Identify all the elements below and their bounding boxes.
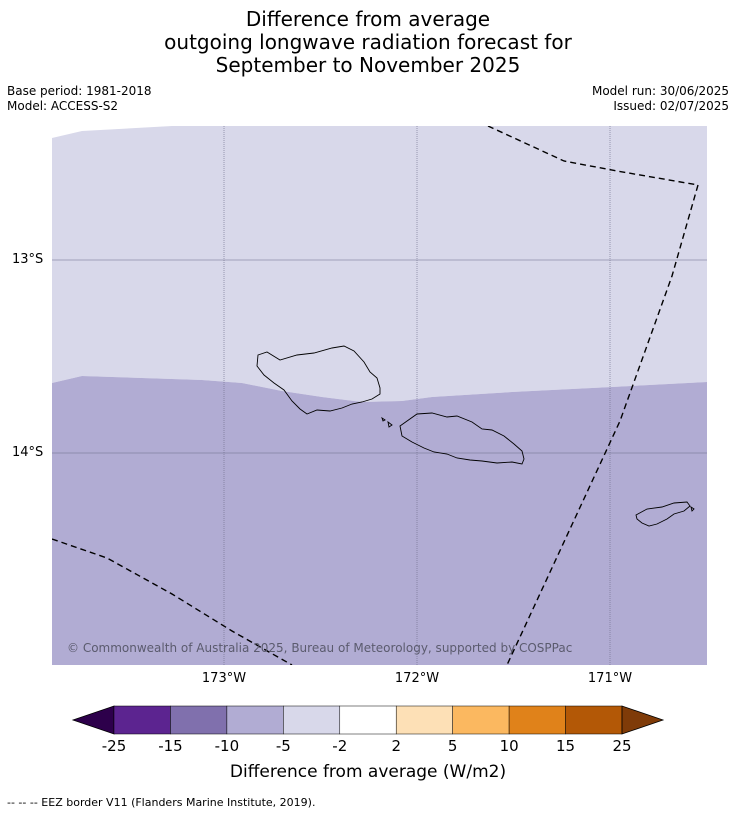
colorbar-segment xyxy=(508,705,566,735)
colorbar-segment xyxy=(565,705,623,735)
colorbar-tick-label: -2 xyxy=(332,737,348,755)
colorbar-segment xyxy=(395,705,453,735)
eez-footnote: -- -- -- EEZ border V11 (Flanders Marine… xyxy=(7,796,316,809)
islands xyxy=(256,345,695,527)
base-period: Base period: 1981-2018 xyxy=(7,84,152,98)
map-svg xyxy=(52,126,707,665)
chart-title: Difference from average outgoing longwav… xyxy=(0,8,736,77)
colorbar-label: Difference from average (W/m2) xyxy=(229,762,507,782)
model-name: Model: ACCESS-S2 xyxy=(7,99,119,113)
lat-label-14s: 14°S xyxy=(12,445,44,460)
lon-label-171w: 171°W xyxy=(587,671,633,686)
lon-label-173w: 173°W xyxy=(201,671,247,686)
colorbar-segment xyxy=(113,705,171,735)
title-line-1: Difference from average xyxy=(245,7,491,31)
model-run: Model run: 30/06/2025 xyxy=(591,84,729,98)
colorbar-segment xyxy=(226,705,284,735)
island-apolima xyxy=(381,416,386,422)
island-manono xyxy=(387,420,393,428)
title-line-3: September to November 2025 xyxy=(215,53,521,77)
colorbar-extend-high xyxy=(621,705,665,735)
eez-borders xyxy=(52,126,699,665)
colorbar-tick-label: 5 xyxy=(447,737,458,755)
title-line-2: outgoing longwave radiation forecast for xyxy=(164,30,572,54)
colorbar-extend-low xyxy=(71,705,115,735)
colorbar-tick-label: 2 xyxy=(391,737,401,755)
colorbar-segment xyxy=(452,705,510,735)
colorbar-tick-label: -15 xyxy=(158,737,183,755)
lon-label-172w: 172°W xyxy=(394,671,440,686)
map-panel[interactable] xyxy=(52,126,707,665)
meta-right: Model run: 30/06/2025 Issued: 02/07/2025 xyxy=(592,84,729,114)
eez-border-north xyxy=(487,126,699,186)
colorbar-tick-label: -10 xyxy=(214,737,240,755)
colorbar-segment xyxy=(283,705,341,735)
colorbar-segment xyxy=(170,705,228,735)
colorbar-tick-label: -25 xyxy=(101,737,127,755)
island-aunuu xyxy=(690,505,695,512)
lat-label-13s: 13°S xyxy=(12,252,44,267)
colorbar-segment xyxy=(339,705,397,735)
island-tutuila xyxy=(635,501,691,527)
colorbar-svg xyxy=(71,705,665,735)
colorbar-tick-label: 10 xyxy=(499,737,519,755)
region-dark xyxy=(52,376,707,665)
issued-date: Issued: 02/07/2025 xyxy=(613,99,729,113)
copyright-text: © Commonwealth of Australia 2025, Bureau… xyxy=(67,641,573,655)
colorbar-tick-label: 25 xyxy=(612,737,632,755)
region-light xyxy=(52,126,707,402)
graticule xyxy=(52,126,707,665)
eez-border-southwest xyxy=(52,538,293,665)
island-upolu xyxy=(399,412,525,465)
meta-left: Base period: 1981-2018 Model: ACCESS-S2 xyxy=(7,84,152,114)
colorbar xyxy=(0,700,736,740)
colorbar-tick-label: 15 xyxy=(556,737,576,755)
eez-border-east xyxy=(506,184,699,665)
island-savaii xyxy=(256,345,381,415)
colorbar-tick-label: -5 xyxy=(275,737,291,755)
